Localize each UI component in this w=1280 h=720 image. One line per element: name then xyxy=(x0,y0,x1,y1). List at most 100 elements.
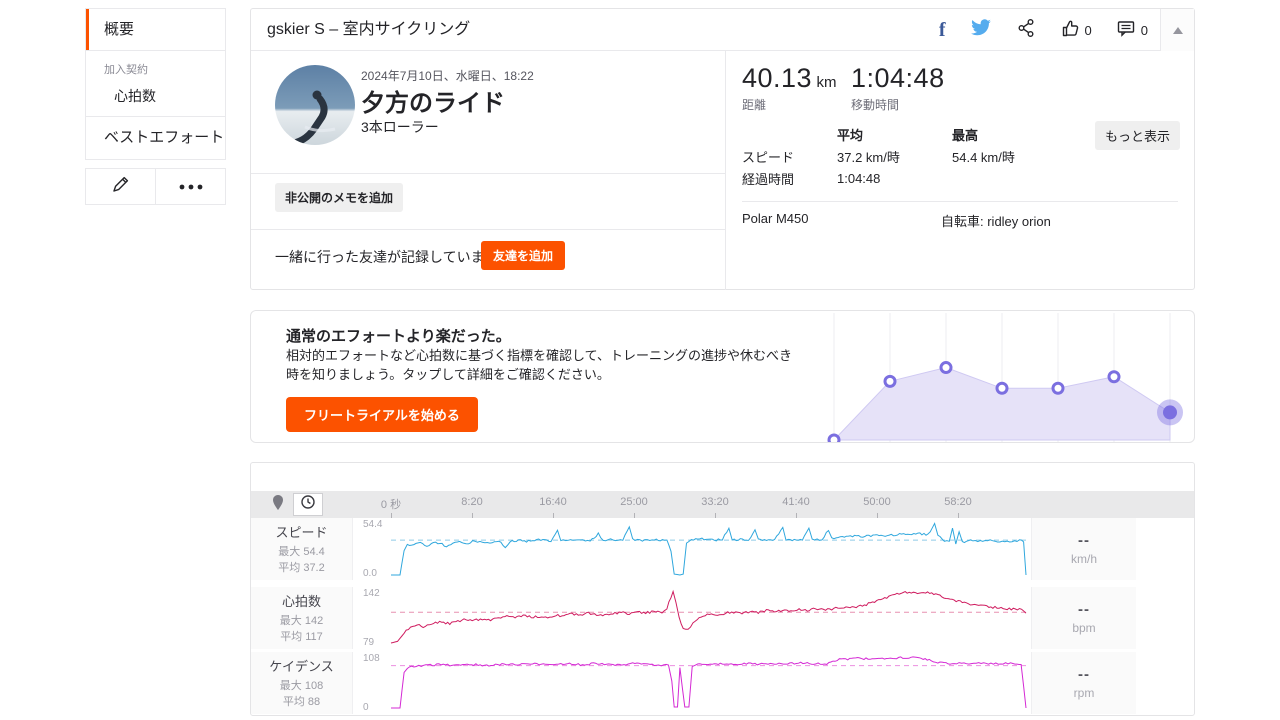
x-tick-mark xyxy=(877,513,878,519)
sidebar-item-heart-rate[interactable]: 心拍数 xyxy=(114,88,156,104)
map-pin-icon xyxy=(271,494,285,516)
avatar[interactable] xyxy=(275,65,355,145)
speed-y-min: 0.0 xyxy=(363,568,377,579)
x-tick-label: 50:00 xyxy=(863,496,891,508)
activity-type: 3本ローラー xyxy=(361,119,439,135)
stats-table: 平均 最高 スピード 37.2 km/時 54.4 km/時 経過時間 1:04… xyxy=(742,123,1102,189)
sidebar: 概要 加入契約 心拍数 ベストエフォート xyxy=(85,8,226,160)
collapse-button[interactable] xyxy=(1160,9,1194,51)
analysis-chart-panel: 0 秒 8:20 16:40 25:00 33:20 41:40 50:00 58:20 スピ… xyxy=(250,462,1195,716)
x-tick-label: 8:20 xyxy=(461,496,483,508)
premium-promo-banner[interactable]: 通常のエフォートより楽だった。 相対的エフォートなど心拍数に基づく指標を確認して… xyxy=(250,310,1195,443)
clock-icon xyxy=(300,494,316,515)
edit-button[interactable] xyxy=(86,169,156,204)
heart-rate-chart-plot[interactable]: 142 79 xyxy=(353,587,1031,649)
x-tick-mark xyxy=(796,513,797,519)
speed-chart-plot[interactable]: 54.4 0.0 xyxy=(353,518,1031,580)
sidebar-item-best-efforts[interactable]: ベストエフォート xyxy=(104,129,225,146)
cadence-chart-name: ケイデンス xyxy=(269,658,334,674)
facebook-icon: f xyxy=(938,18,946,41)
activity-stats-right: 40.13 km 距離 1:04:48 移動時間 平均 最高 スピード 37.2… xyxy=(725,51,1194,290)
facebook-share-button[interactable]: f xyxy=(927,9,958,51)
activity-summary-left: 2024年7月10日、水曜日、18:22 夕方のライド 3本ローラー 非公開のメ… xyxy=(251,51,725,290)
cadence-y-min: 0 xyxy=(363,702,369,713)
speed-avg-value: 37.2 km/時 xyxy=(837,149,900,165)
speed-cursor-value: -- xyxy=(1078,532,1090,549)
speed-chart-name: スピード xyxy=(275,524,328,540)
active-indicator xyxy=(86,9,89,50)
cadence-y-max: 108 xyxy=(363,653,380,664)
promo-heading: 通常のエフォートより楽だった。 xyxy=(286,328,511,345)
moving-time-value: 1:04:48 xyxy=(851,63,945,93)
divider xyxy=(251,229,725,230)
cadence-chart-label: ケイデンス 最大 108 平均 88 xyxy=(251,652,353,714)
elapsed-row-label: 経過時間 xyxy=(742,171,795,187)
ellipsis-icon xyxy=(178,178,204,196)
x-tick-mark xyxy=(553,513,554,519)
divider xyxy=(742,201,1178,202)
heart-rate-cursor-readout: -- bpm xyxy=(1031,587,1136,649)
free-trial-button[interactable]: フリートライアルを始める xyxy=(286,397,478,432)
share-button[interactable] xyxy=(1004,9,1048,51)
distance-unit: km xyxy=(816,74,837,91)
sidebar-overview-label: 概要 xyxy=(104,21,135,38)
promo-body: 相対的エフォートなど心拍数に基づく指標を確認して、トレーニングの進捗や休むべき時… xyxy=(286,348,792,382)
distance-label: 距離 xyxy=(742,98,767,112)
heart-rate-chart-label: 心拍数 最大 142 平均 117 xyxy=(251,587,353,649)
activity-card-header: gskier S – 室内サイクリング f 0 xyxy=(251,9,1194,51)
activity-card: gskier S – 室内サイクリング f 0 xyxy=(250,8,1195,290)
x-tick-label: 0 秒 xyxy=(380,499,402,511)
col-max-header: 最高 xyxy=(952,127,979,143)
distance-stat: 40.13 km 距離 xyxy=(742,63,837,113)
comment-icon xyxy=(1116,18,1136,43)
x-tick-label: 25:00 xyxy=(620,496,648,508)
x-tick-label: 58:20 xyxy=(944,496,972,508)
map-mode-button[interactable] xyxy=(263,493,293,516)
x-tick-label: 16:40 xyxy=(539,496,567,508)
x-tick-mark xyxy=(634,513,635,519)
cadence-unit: rpm xyxy=(1073,686,1095,700)
sidebar-subscription-section: 加入契約 心拍数 xyxy=(86,51,225,117)
activity-title: 夕方のライド xyxy=(361,90,505,117)
show-more-button[interactable]: もっと表示 xyxy=(1094,121,1180,150)
twitter-share-button[interactable] xyxy=(958,9,1004,51)
x-tick-mark xyxy=(958,513,959,519)
device-name: Polar M450 xyxy=(742,211,809,226)
heart-rate-chart-row: 心拍数 最大 142 平均 117 142 79 -- bpm xyxy=(251,587,1194,649)
heart-rate-cursor-value: -- xyxy=(1078,601,1090,618)
table-row: スピード 37.2 km/時 54.4 km/時 xyxy=(742,145,1102,167)
speed-chart-label: スピード 最大 54.4 平均 37.2 xyxy=(251,518,353,580)
activity-header-title: gskier S – 室内サイクリング xyxy=(267,21,471,38)
x-tick-mark xyxy=(472,513,473,519)
share-icon xyxy=(1016,17,1036,44)
more-options-button[interactable] xyxy=(156,169,225,204)
thumbs-up-icon xyxy=(1060,18,1080,43)
sidebar-item-overview[interactable]: 概要 xyxy=(86,9,225,51)
x-tick-mark xyxy=(715,513,716,519)
kudos-count: 0 xyxy=(1084,22,1092,38)
time-mode-button[interactable] xyxy=(293,493,323,516)
cadence-chart-row: ケイデンス 最大 108 平均 88 108 0 -- rpm xyxy=(251,652,1194,714)
comments-count: 0 xyxy=(1140,22,1148,38)
sidebar-subscription-label: 加入契約 xyxy=(104,64,148,76)
divider xyxy=(251,173,725,174)
heart-rate-y-max: 142 xyxy=(363,588,380,599)
bike-name: 自転車: ridley orion xyxy=(941,214,1051,229)
x-tick-mark xyxy=(391,513,392,519)
heart-rate-unit: bpm xyxy=(1072,621,1096,635)
collapse-arrow-icon xyxy=(1172,26,1183,34)
col-avg-header: 平均 xyxy=(837,127,864,143)
elapsed-avg-value: 1:04:48 xyxy=(837,170,881,186)
table-row: 経過時間 1:04:48 xyxy=(742,167,1102,189)
social-bar: f 0 0 xyxy=(927,9,1194,51)
private-note-button[interactable]: 非公開のメモを追加 xyxy=(275,183,404,212)
x-tick-label: 33:20 xyxy=(701,496,729,508)
comments-button[interactable]: 0 xyxy=(1104,9,1160,51)
moving-time-stat: 1:04:48 移動時間 xyxy=(851,63,945,113)
heart-rate-chart-name: 心拍数 xyxy=(281,593,321,609)
cadence-chart-plot[interactable]: 108 0 xyxy=(353,652,1031,714)
kudos-button[interactable]: 0 xyxy=(1048,9,1104,51)
speed-cursor-readout: -- km/h xyxy=(1031,518,1136,580)
add-friend-button[interactable]: 友達を追加 xyxy=(481,241,566,270)
distance-value: 40.13 xyxy=(742,63,813,93)
